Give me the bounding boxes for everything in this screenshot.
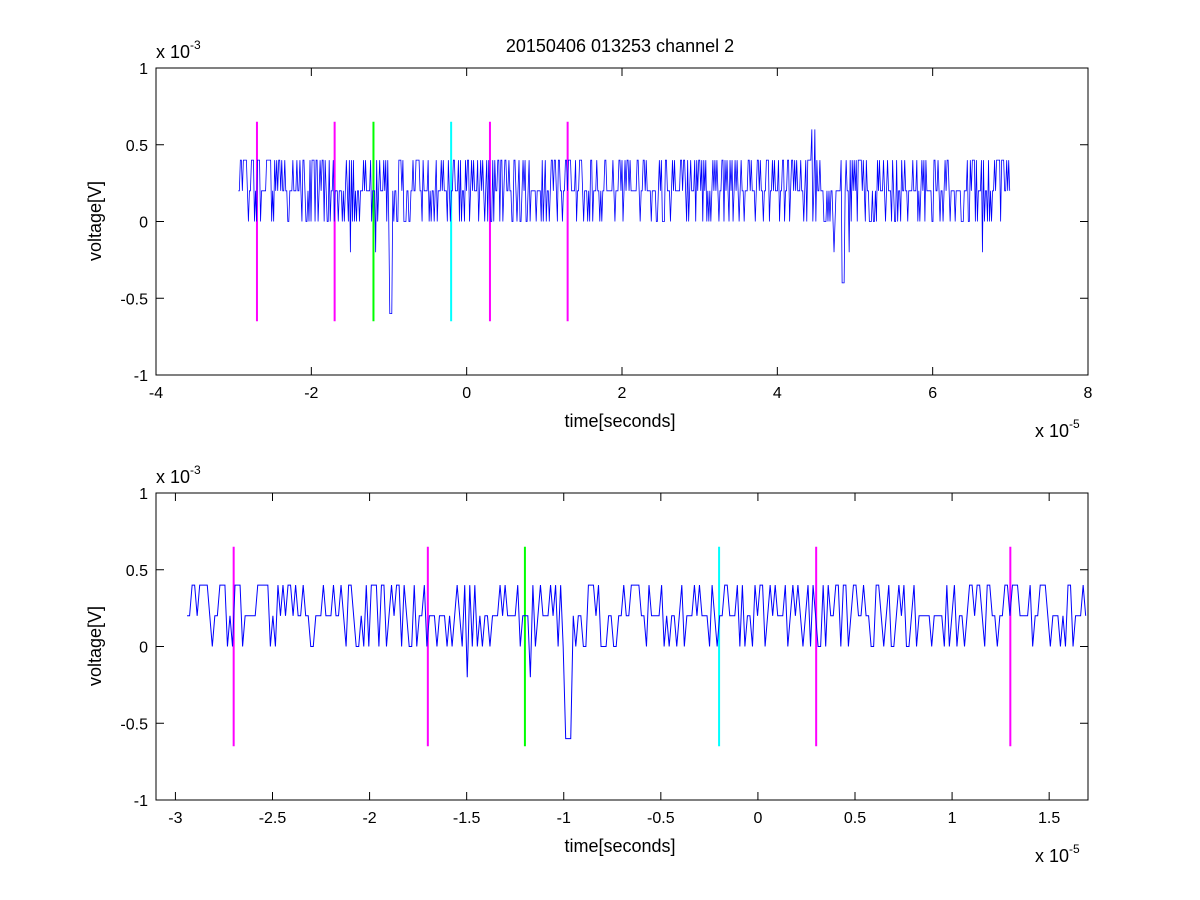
bottom-marker-lines xyxy=(232,546,1012,747)
bottom-y-multiplier-base: x 10 xyxy=(156,467,190,487)
top-x-multiplier-exp: -5 xyxy=(1069,417,1080,431)
top-x-tick-label: 0 xyxy=(462,385,471,402)
bottom-y-multiplier: x 10-3 xyxy=(156,463,201,487)
bottom-x-tick-label: -1 xyxy=(557,810,571,827)
top-y-tick-label: -1 xyxy=(134,368,148,385)
bottom-signal-path xyxy=(187,584,1087,740)
bottom-signal-line xyxy=(187,584,1087,740)
top-x-tick-label: -2 xyxy=(304,385,318,402)
top-signal-line xyxy=(238,129,1011,315)
bottom-x-tick-label: -2 xyxy=(362,810,376,827)
top-plot-area xyxy=(156,68,1088,375)
bottom-x-multiplier-base: x 10 xyxy=(1035,846,1069,866)
top-x-tick-label: 8 xyxy=(1084,385,1093,402)
bottom-x-tick-label: 1 xyxy=(948,810,957,827)
top-x-axis-label: time[seconds] xyxy=(564,411,675,431)
top-x-ticks: -4 -2 0 2 4 6 8 xyxy=(149,68,1093,402)
bottom-x-tick-label: -0.5 xyxy=(647,810,675,827)
top-x-tick-label: 2 xyxy=(618,385,627,402)
top-y-tick-label: 0.5 xyxy=(126,138,148,155)
top-x-multiplier: x 10-5 xyxy=(1035,417,1080,441)
top-x-tick-label: -4 xyxy=(149,385,163,402)
bottom-y-tick-label: -1 xyxy=(134,793,148,810)
top-y-multiplier: x 10-3 xyxy=(156,38,201,62)
bottom-axes: -3 -2.5 -2 -1.5 -1 -0.5 0 0.5 1 1.5 -1 -0.5 0 0.5 1 t… xyxy=(85,463,1089,866)
bottom-x-tick-label: -3 xyxy=(168,810,182,827)
bottom-x-tick-label: -1.5 xyxy=(453,810,481,827)
top-y-multiplier-base: x 10 xyxy=(156,42,190,62)
top-x-tick-label: 6 xyxy=(928,385,937,402)
top-marker-lines xyxy=(255,121,569,322)
bottom-x-tick-label: 0.5 xyxy=(844,810,866,827)
bottom-x-ticks: -3 -2.5 -2 -1.5 -1 -0.5 0 0.5 1 1.5 xyxy=(168,493,1060,827)
top-x-tick-label: 4 xyxy=(773,385,782,402)
bottom-x-tick-label: 1.5 xyxy=(1038,810,1060,827)
bottom-x-tick-label: -2.5 xyxy=(259,810,287,827)
top-x-multiplier-base: x 10 xyxy=(1035,421,1069,441)
bottom-x-tick-label: 0 xyxy=(753,810,762,827)
bottom-y-tick-label: 0 xyxy=(139,640,148,657)
top-y-multiplier-exp: -3 xyxy=(190,38,201,52)
bottom-y-axis-label: voltage[V] xyxy=(85,606,105,686)
top-y-tick-label: 0 xyxy=(139,215,148,232)
bottom-x-multiplier: x 10-5 xyxy=(1035,842,1080,866)
top-axes: -4 -2 0 2 4 6 8 -1 -0.5 0 0.5 1 time[seconds] volt… xyxy=(85,38,1093,441)
bottom-y-tick-label: 1 xyxy=(139,486,148,503)
bottom-plot-area xyxy=(156,493,1088,800)
top-y-ticks: -1 -0.5 0 0.5 1 xyxy=(120,61,1088,385)
bottom-y-multiplier-exp: -3 xyxy=(190,463,201,477)
top-y-tick-label: 1 xyxy=(139,61,148,78)
bottom-y-ticks: -1 -0.5 0 0.5 1 xyxy=(120,486,1088,810)
top-y-tick-label: -0.5 xyxy=(120,291,148,308)
chart-title: 20150406 013253 channel 2 xyxy=(506,36,734,56)
top-signal-path xyxy=(238,129,1011,315)
bottom-x-axis-label: time[seconds] xyxy=(564,836,675,856)
bottom-y-tick-label: 0.5 xyxy=(126,563,148,580)
bottom-y-tick-label: -0.5 xyxy=(120,716,148,733)
bottom-x-multiplier-exp: -5 xyxy=(1069,842,1080,856)
top-y-axis-label: voltage[V] xyxy=(85,181,105,261)
